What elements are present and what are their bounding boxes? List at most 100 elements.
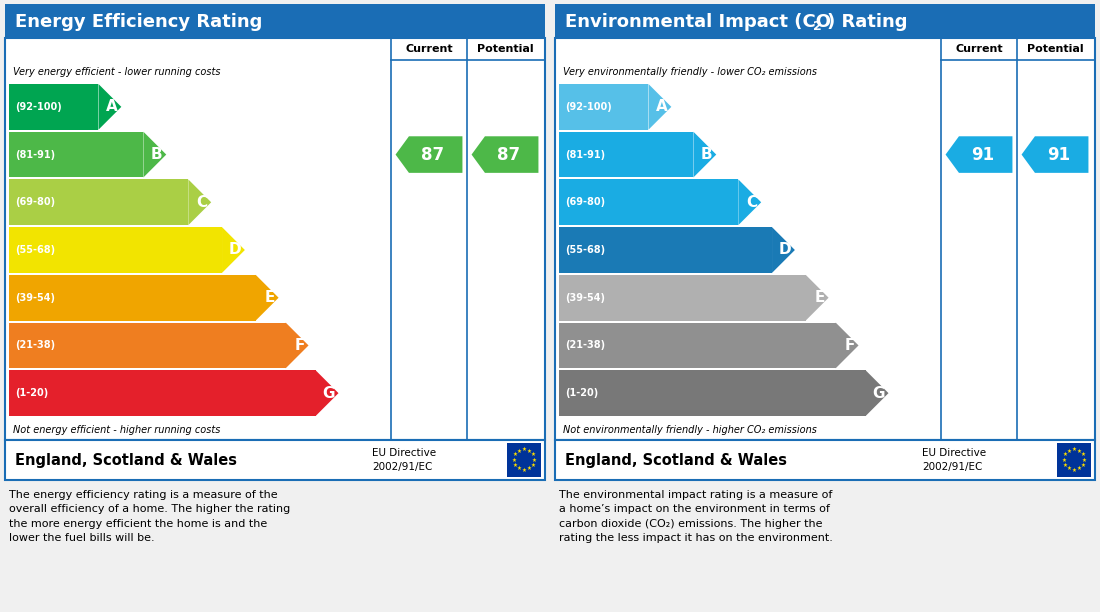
Bar: [559, 323, 836, 368]
Text: Current: Current: [955, 44, 1003, 54]
Text: Energy Efficiency Rating: Energy Efficiency Rating: [15, 13, 263, 31]
Polygon shape: [946, 136, 1012, 173]
Text: Environmental Impact (CO: Environmental Impact (CO: [565, 13, 830, 31]
Text: ★: ★: [1080, 463, 1086, 468]
Text: (21-38): (21-38): [15, 340, 55, 351]
Polygon shape: [772, 227, 795, 273]
Bar: [6, 4, 544, 38]
Bar: [559, 179, 738, 225]
Bar: [9, 179, 188, 225]
Text: ★: ★: [517, 449, 521, 453]
Text: 91: 91: [971, 146, 994, 163]
Text: Very energy efficient - lower running costs: Very energy efficient - lower running co…: [13, 67, 220, 77]
Text: (81-91): (81-91): [15, 149, 55, 160]
Text: E: E: [814, 290, 825, 305]
Text: (55-68): (55-68): [15, 245, 55, 255]
Text: ★: ★: [1071, 468, 1077, 472]
Text: ★: ★: [1067, 449, 1071, 453]
Polygon shape: [472, 136, 538, 173]
Bar: [9, 370, 316, 416]
Text: C: C: [196, 195, 207, 210]
Text: A: A: [656, 99, 668, 114]
Text: The environmental impact rating is a measure of
a home’s impact on the environme: The environmental impact rating is a mea…: [559, 490, 833, 543]
Text: ★: ★: [1067, 466, 1071, 471]
Text: Not energy efficient - higher running costs: Not energy efficient - higher running co…: [13, 425, 220, 435]
Polygon shape: [738, 179, 761, 225]
Text: 2: 2: [813, 20, 822, 32]
Bar: [556, 4, 1094, 38]
Text: EU Directive
2002/91/EC: EU Directive 2002/91/EC: [922, 449, 987, 472]
Text: ★: ★: [527, 449, 531, 453]
Text: G: G: [872, 386, 884, 401]
Text: (21-38): (21-38): [565, 340, 605, 351]
Text: A: A: [106, 99, 118, 114]
Bar: [6, 38, 544, 440]
Text: C: C: [746, 195, 757, 210]
Text: ★: ★: [521, 447, 527, 452]
Text: ★: ★: [530, 452, 536, 457]
Polygon shape: [143, 132, 166, 177]
Bar: [9, 275, 255, 321]
Text: D: D: [779, 242, 791, 258]
Polygon shape: [396, 136, 462, 173]
Bar: [9, 132, 143, 177]
Text: EU Directive
2002/91/EC: EU Directive 2002/91/EC: [372, 449, 437, 472]
Text: ★: ★: [521, 468, 527, 472]
Text: E: E: [264, 290, 275, 305]
Polygon shape: [1022, 136, 1088, 173]
Bar: [559, 227, 772, 273]
Polygon shape: [316, 370, 339, 416]
Polygon shape: [649, 84, 671, 130]
Bar: [1057, 443, 1091, 477]
Text: 91: 91: [1047, 146, 1070, 163]
Bar: [507, 443, 541, 477]
Text: England, Scotland & Wales: England, Scotland & Wales: [565, 452, 786, 468]
Text: Potential: Potential: [476, 44, 534, 54]
Text: (92-100): (92-100): [565, 102, 612, 112]
Text: ★: ★: [1081, 458, 1087, 463]
Polygon shape: [805, 275, 828, 321]
Text: The energy efficiency rating is a measure of the
overall efficiency of a home. T: The energy efficiency rating is a measur…: [9, 490, 290, 543]
Text: (69-80): (69-80): [15, 197, 55, 207]
Text: B: B: [701, 147, 713, 162]
Text: ★: ★: [530, 463, 536, 468]
Polygon shape: [693, 132, 716, 177]
Text: G: G: [322, 386, 334, 401]
Polygon shape: [188, 179, 211, 225]
Text: (81-91): (81-91): [565, 149, 605, 160]
Text: ★: ★: [1077, 466, 1081, 471]
Text: B: B: [151, 147, 163, 162]
Text: ) Rating: ) Rating: [827, 13, 908, 31]
Polygon shape: [99, 84, 121, 130]
Text: 87: 87: [421, 146, 444, 163]
Text: ★: ★: [1062, 458, 1066, 463]
Bar: [559, 84, 649, 130]
Polygon shape: [222, 227, 245, 273]
Text: F: F: [844, 338, 855, 353]
Text: Not environmentally friendly - higher CO₂ emissions: Not environmentally friendly - higher CO…: [563, 425, 817, 435]
Polygon shape: [836, 323, 858, 368]
Text: D: D: [229, 242, 241, 258]
Bar: [559, 275, 805, 321]
Bar: [559, 132, 693, 177]
Text: Current: Current: [405, 44, 453, 54]
Bar: [6, 440, 544, 480]
Text: ★: ★: [513, 463, 518, 468]
Text: (39-54): (39-54): [15, 293, 55, 303]
Text: ★: ★: [527, 466, 531, 471]
Bar: [9, 84, 99, 130]
Text: England, Scotland & Wales: England, Scotland & Wales: [15, 452, 236, 468]
Bar: [9, 323, 286, 368]
Bar: [559, 370, 866, 416]
Polygon shape: [255, 275, 278, 321]
Text: (39-54): (39-54): [565, 293, 605, 303]
Bar: [556, 440, 1094, 480]
Bar: [556, 38, 1094, 440]
Text: ★: ★: [1071, 447, 1077, 452]
Text: ★: ★: [513, 452, 518, 457]
Text: ★: ★: [1063, 463, 1068, 468]
Text: (1-20): (1-20): [565, 388, 598, 398]
Text: F: F: [294, 338, 305, 353]
Text: ★: ★: [1080, 452, 1086, 457]
Text: ★: ★: [1077, 449, 1081, 453]
